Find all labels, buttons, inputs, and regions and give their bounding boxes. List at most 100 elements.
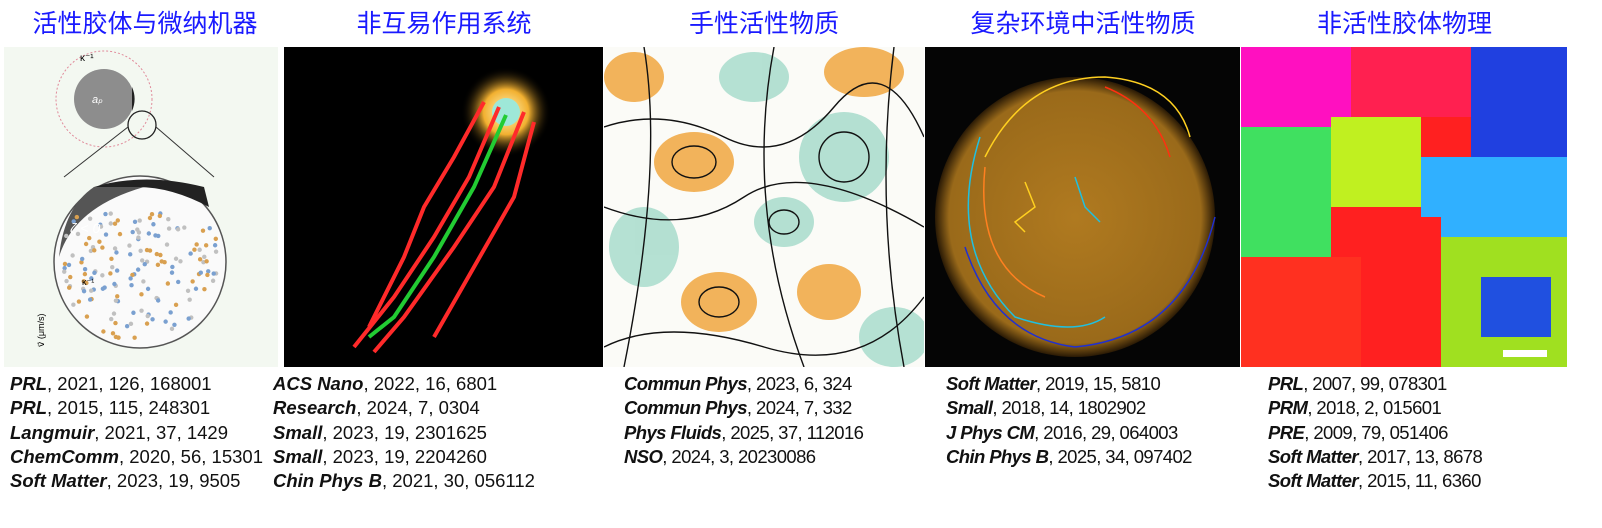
column-title-active-colloids: 活性胶体与微纳机器 — [0, 4, 290, 44]
ion-dot — [156, 234, 160, 238]
ion-dot — [204, 259, 208, 263]
ion-dot — [202, 287, 206, 291]
ion-dot — [115, 268, 119, 272]
ion-dot — [202, 255, 206, 259]
ion-dot — [127, 243, 131, 247]
ref-item: Small, 2023, 19, 2204260 — [273, 445, 535, 469]
debye-label-2: κ⁻¹ — [82, 277, 94, 287]
ion-dot — [170, 270, 174, 274]
ion-dot — [143, 262, 147, 266]
ion-dot — [132, 335, 136, 339]
ion-dot — [188, 251, 192, 255]
ion-dot — [166, 281, 170, 285]
ion-dot — [103, 212, 107, 216]
refs-active-colloids: PRL, 2021, 126, 168001 PRL, 2015, 115, 2… — [10, 372, 263, 493]
ion-dot — [140, 258, 144, 262]
ion-dot — [156, 298, 160, 302]
polycrystal-colloid-image — [1241, 47, 1567, 367]
ion-dot — [163, 319, 167, 323]
ion-dot — [204, 243, 208, 247]
ion-dot — [214, 249, 218, 253]
ion-dot — [197, 248, 201, 252]
ion-dot — [70, 253, 74, 257]
ref-item: PRL, 2015, 115, 248301 — [10, 396, 263, 420]
ion-dot — [92, 271, 96, 275]
ref-item: Soft Matter, 2017, 13, 8678 — [1268, 445, 1482, 469]
ion-dot — [112, 311, 116, 315]
ion-dot — [208, 226, 212, 230]
ref-item: Research, 2024, 7, 0304 — [273, 396, 535, 420]
ion-dot — [128, 276, 132, 280]
zeta-label: ζ < 0 — [70, 220, 100, 236]
ion-dot — [138, 249, 142, 253]
ion-dot — [170, 327, 174, 331]
ion-dot — [68, 275, 72, 279]
ion-dot — [109, 211, 113, 215]
ion-dot — [83, 272, 87, 276]
ion-dot — [102, 285, 106, 289]
ref-item: ChemComm, 2020, 56, 15301 — [10, 445, 263, 469]
chiral-active-flow-image — [604, 47, 924, 367]
ref-item: Phys Fluids, 2025, 37, 112016 — [624, 421, 863, 445]
ion-dot — [206, 269, 210, 273]
ion-dot — [80, 257, 84, 261]
ion-dot — [133, 220, 137, 224]
ion-dot — [108, 271, 112, 275]
ion-dot — [67, 286, 71, 290]
ion-dot — [176, 227, 180, 231]
ref-item: Soft Matter, 2023, 19, 9505 — [10, 469, 263, 493]
ion-dot — [64, 234, 68, 238]
ion-dot — [214, 237, 218, 241]
ref-item: Commun Phys, 2023, 6, 324 — [624, 372, 863, 396]
ion-dot — [176, 280, 180, 284]
ref-item: Langmuir, 2021, 37, 1429 — [10, 421, 263, 445]
ion-dot — [139, 292, 143, 296]
ion-dot — [67, 263, 71, 267]
ion-dot — [100, 273, 104, 277]
ion-dot — [165, 242, 169, 246]
ion-dot — [186, 316, 190, 320]
ion-dot — [139, 308, 143, 312]
ion-dot — [158, 253, 162, 257]
ion-dot — [77, 299, 81, 303]
ion-dot — [178, 259, 182, 263]
ion-dot — [87, 236, 91, 240]
ref-item: Chin Phys B, 2021, 30, 056112 — [273, 469, 535, 493]
ion-dot — [109, 317, 113, 321]
ion-dot — [109, 257, 113, 261]
ion-dot — [125, 324, 129, 328]
radius-label: aₚ — [92, 94, 103, 106]
ion-dot — [84, 242, 88, 246]
column-title-chiral: 手性活性物质 — [604, 4, 924, 44]
ion-dot — [168, 310, 172, 314]
ref-item: Soft Matter, 2015, 11, 6360 — [1268, 469, 1482, 493]
ion-dot — [114, 335, 118, 339]
ion-dot — [138, 218, 142, 222]
ion-dot — [129, 322, 133, 326]
ion-dot — [110, 265, 114, 269]
ion-dot — [166, 217, 170, 221]
ref-item: PRE, 2009, 79, 051406 — [1268, 421, 1482, 445]
ion-dot — [113, 321, 117, 325]
ref-item: PRL, 2021, 126, 168001 — [10, 372, 263, 396]
ion-dot — [167, 226, 171, 230]
ion-dot — [194, 242, 198, 246]
ion-dot — [146, 287, 150, 291]
ion-dot — [147, 231, 151, 235]
ion-dot — [113, 246, 117, 250]
ion-dot — [71, 302, 75, 306]
ref-item: NSO, 2024, 3, 20230086 — [624, 445, 863, 469]
ion-dot — [211, 279, 215, 283]
ion-dot — [97, 240, 101, 244]
debye-label: κ⁻¹ — [80, 53, 94, 64]
ref-item: PRM, 2018, 2, 015601 — [1268, 396, 1482, 420]
ion-dot — [213, 243, 217, 247]
ref-item: Small, 2018, 14, 1802902 — [946, 396, 1192, 420]
ion-dot — [136, 235, 140, 239]
ion-dot — [62, 269, 66, 273]
confined-active-matter-image — [925, 47, 1240, 367]
column-title-passive-colloids: 非活性胶体物理 — [1241, 4, 1568, 44]
ion-dot — [151, 222, 155, 226]
ion-dot — [141, 279, 145, 283]
ion-dot — [186, 289, 190, 293]
